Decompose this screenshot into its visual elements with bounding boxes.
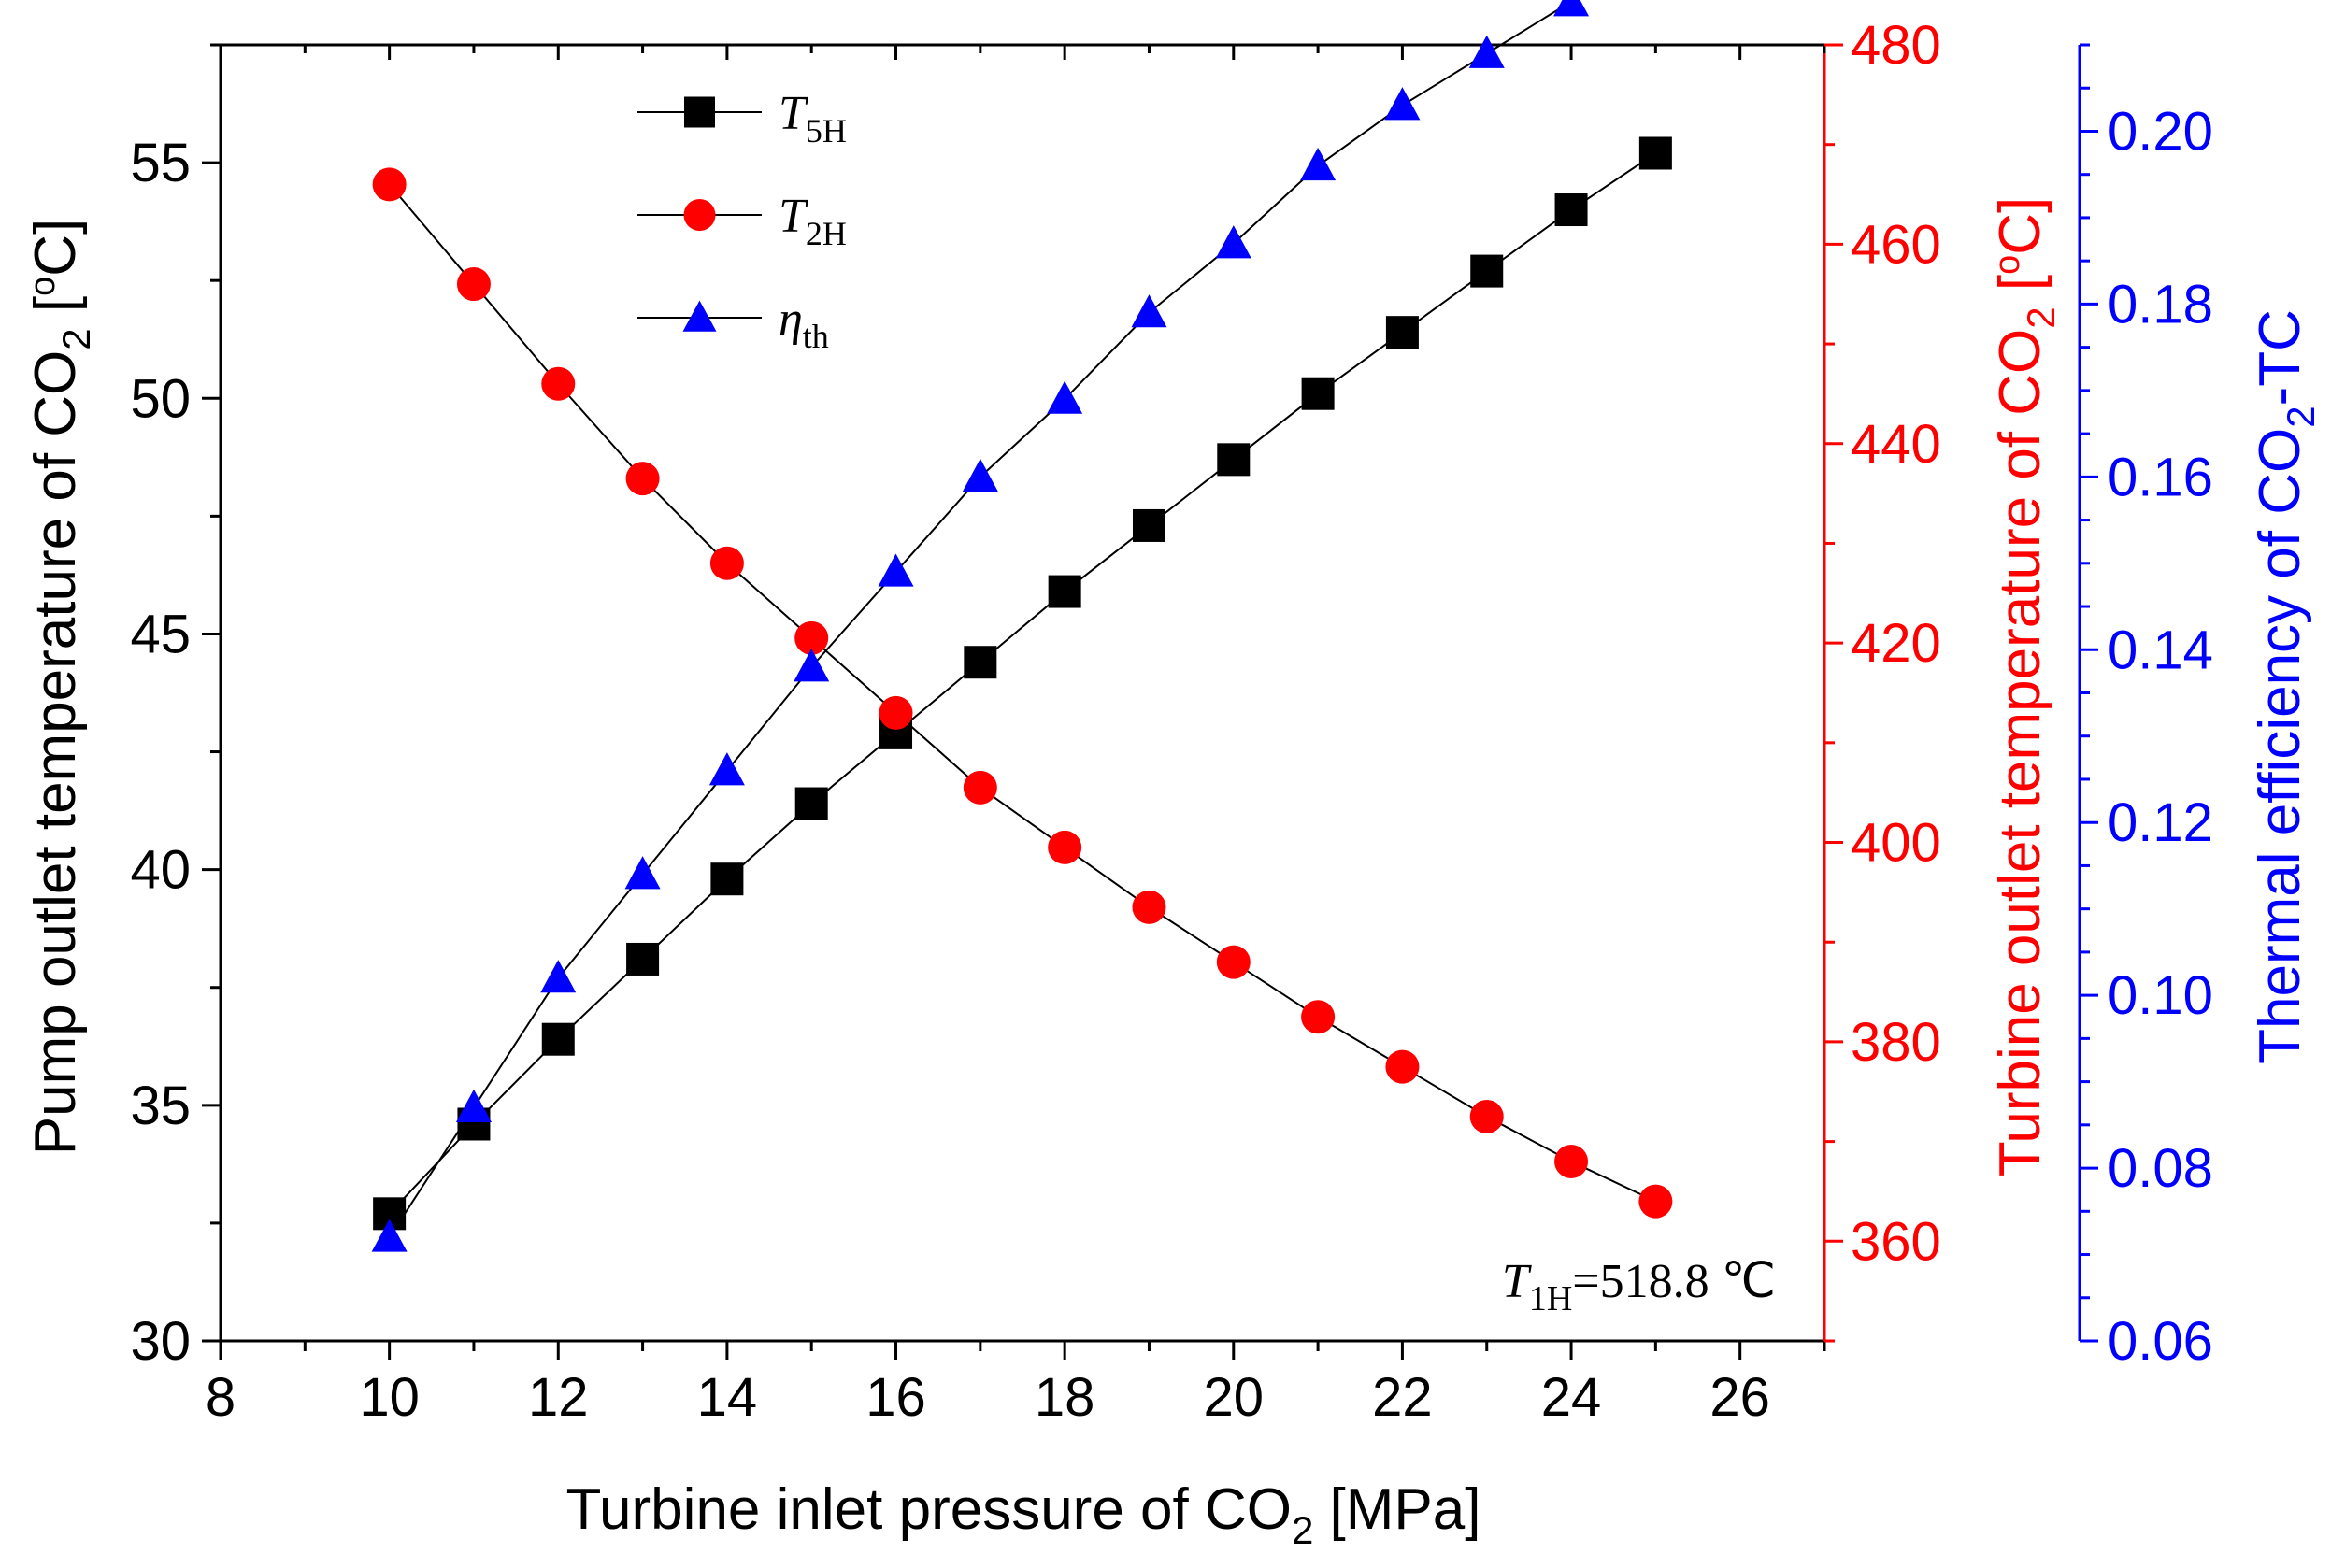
y-right1-tick-label: 440	[1851, 414, 1941, 475]
data-point-triangle	[1300, 147, 1337, 181]
data-point-triangle	[708, 752, 745, 786]
x-tick-label: 8	[206, 1367, 236, 1428]
data-point-triangle	[1131, 294, 1167, 328]
series-markers	[371, 0, 1673, 1252]
y-left-tick-label: 35	[130, 1076, 191, 1136]
y-left-tick-label: 55	[130, 133, 191, 193]
data-point-triangle	[878, 553, 914, 587]
data-point-circle	[963, 770, 997, 805]
data-point-square	[710, 862, 744, 896]
data-point-circle	[625, 462, 660, 496]
y-left-tick-label: 45	[130, 604, 191, 664]
series-line-square	[388, 152, 1656, 1215]
y-right1-tick-label: 480	[1851, 15, 1941, 76]
x-tick-label: 16	[865, 1367, 926, 1428]
y-right1-tick-label: 420	[1851, 613, 1941, 674]
series-lines	[388, 0, 1656, 1238]
data-point-triangle	[540, 960, 577, 993]
y-right1-axis-title: Turbine outlet temperature of CO2 [oC]	[1988, 197, 2063, 1176]
data-point-triangle	[962, 458, 998, 492]
legend-label: T2H	[779, 190, 847, 252]
data-point-square	[1554, 193, 1588, 227]
y-left-tick-label: 30	[130, 1311, 191, 1372]
data-point-square	[964, 646, 997, 679]
legend: T5H T2H ηth	[637, 87, 847, 355]
data-point-square	[626, 942, 660, 976]
data-point-circle	[1301, 1000, 1336, 1034]
data-point-square	[1301, 377, 1335, 410]
data-point-square	[541, 1022, 575, 1056]
series-line-triangle	[388, 0, 1577, 1238]
y-left-axis-title: Pump outlet temperature of CO2 [oC]	[23, 219, 98, 1155]
data-point-square	[1217, 443, 1251, 477]
data-point-circle	[794, 620, 829, 655]
y-right1-tick-label: 460	[1851, 214, 1941, 275]
x-tick-label: 14	[697, 1367, 758, 1428]
data-point-triangle	[1215, 225, 1251, 259]
data-point-triangle	[1553, 0, 1590, 17]
tick-marks	[202, 43, 2098, 1360]
y-right2-tick-label: 0.08	[2108, 1138, 2213, 1199]
legend-marker-triangle	[682, 300, 717, 332]
y-right2-tick-label: 0.20	[2108, 101, 2213, 162]
data-point-circle	[1469, 1099, 1504, 1133]
data-point-triangle	[1384, 87, 1421, 121]
x-tick-label: 12	[528, 1367, 589, 1428]
x-axis-title: Turbine inlet pressure of CO2 [MPa]	[565, 1477, 1480, 1552]
data-point-circle	[1216, 945, 1251, 979]
data-point-square	[1470, 254, 1504, 288]
data-point-triangle	[371, 1219, 408, 1252]
y-left-tick-label: 50	[130, 368, 191, 429]
series-line-circle	[388, 183, 1656, 1203]
y-right1-tick-label: 360	[1851, 1211, 1941, 1272]
y-right2-tick-label: 0.06	[2108, 1311, 2213, 1372]
data-point-circle	[1048, 830, 1082, 864]
y-right2-tick-label: 0.10	[2108, 965, 2213, 1026]
legend-marker-circle	[683, 199, 716, 231]
y-right1-tick-label: 400	[1851, 813, 1941, 874]
data-point-triangle	[455, 1089, 492, 1122]
data-point-circle	[372, 167, 407, 202]
data-point-square	[1048, 575, 1081, 608]
x-tick-label: 10	[359, 1367, 420, 1428]
x-tick-label: 18	[1035, 1367, 1095, 1428]
data-point-square	[1132, 508, 1166, 542]
data-point-circle	[541, 366, 576, 401]
legend-marker-square	[684, 96, 715, 128]
y-left-tick-label: 40	[130, 840, 191, 901]
data-point-circle	[1638, 1184, 1673, 1219]
y-right2-axis-title: Thermal efficiency of CO2-TC	[2248, 309, 2323, 1064]
data-point-square	[1385, 316, 1419, 349]
data-point-circle	[1385, 1049, 1420, 1084]
y-right2-tick-label: 0.14	[2108, 620, 2213, 680]
legend-label: T5H	[779, 87, 847, 150]
y-right2-tick-label: 0.12	[2108, 792, 2213, 853]
x-tick-label: 24	[1541, 1367, 1602, 1428]
data-point-triangle	[1047, 380, 1083, 414]
data-point-square	[1638, 136, 1672, 170]
y-right2-tick-label: 0.18	[2108, 274, 2213, 335]
data-point-triangle	[624, 856, 661, 890]
data-point-circle	[1132, 890, 1166, 924]
x-tick-label: 20	[1204, 1367, 1265, 1428]
data-point-square	[794, 787, 828, 820]
data-point-circle	[879, 695, 913, 730]
x-tick-label: 26	[1709, 1367, 1770, 1428]
data-point-triangle	[794, 649, 830, 682]
data-point-circle	[1554, 1144, 1589, 1178]
data-point-triangle	[1468, 35, 1505, 68]
legend-label: ηth	[779, 292, 829, 355]
y-right2-tick-label: 0.16	[2108, 447, 2213, 507]
data-point-circle	[709, 546, 744, 580]
data-point-circle	[456, 267, 491, 302]
annotation-text: T1H=518.8 ℃	[1502, 1255, 1776, 1319]
x-tick-label: 22	[1372, 1367, 1433, 1428]
y-right1-tick-label: 380	[1851, 1012, 1941, 1073]
tick-labels: 8 10 12 14 16 18 20 22 24 26 30 35 40 45 50 55 360 380 400…	[130, 15, 2212, 1428]
